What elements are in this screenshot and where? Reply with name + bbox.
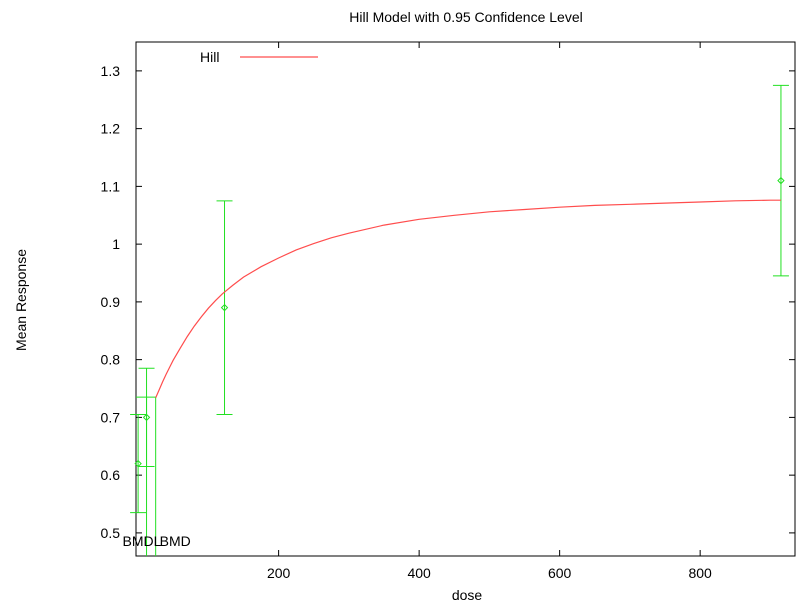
plot-area (135, 41, 796, 557)
error-bar (130, 414, 147, 514)
ticks: 0.5 0.6 0.7 0.8 0.9 1 1.1 1.2 1.3 200 400 600 800 (101, 42, 795, 581)
y-tick-label: 1.3 (101, 63, 121, 79)
x-tick-label: 600 (548, 565, 572, 581)
data-point (134, 459, 142, 468)
y-tick-label: 1.2 (101, 121, 121, 137)
data-points (130, 84, 789, 514)
data-point (142, 413, 151, 422)
error-bar (216, 200, 233, 416)
x-tick-label: 800 (688, 565, 712, 581)
data-point (220, 303, 229, 312)
y-tick-label: 0.5 (101, 525, 121, 541)
x-tick-label: 200 (267, 565, 291, 581)
y-tick-label: 0.7 (101, 409, 121, 425)
chart-title: Hill Model with 0.95 Confidence Level (349, 9, 582, 25)
y-tick-label: 1.1 (101, 178, 121, 194)
bmdl-label: BMDL (123, 533, 162, 549)
y-axis-label: Mean Response (13, 249, 29, 351)
y-tick-label: 0.8 (101, 352, 121, 368)
legend-label-hill: Hill (200, 49, 219, 65)
model-curve-group (155, 199, 781, 399)
bmd-label: BMD (160, 533, 191, 549)
error-bar (772, 84, 789, 277)
y-tick-label: 0.9 (101, 294, 121, 310)
model-curve-hill (155, 199, 781, 399)
x-axis-label: dose (452, 587, 483, 603)
y-tick-label: 0.6 (101, 467, 121, 483)
error-bar (138, 367, 155, 467)
legend: Hill (200, 49, 318, 65)
x-tick-label: 400 (407, 565, 431, 581)
data-point (777, 176, 785, 185)
y-tick-label: 1 (112, 236, 120, 252)
